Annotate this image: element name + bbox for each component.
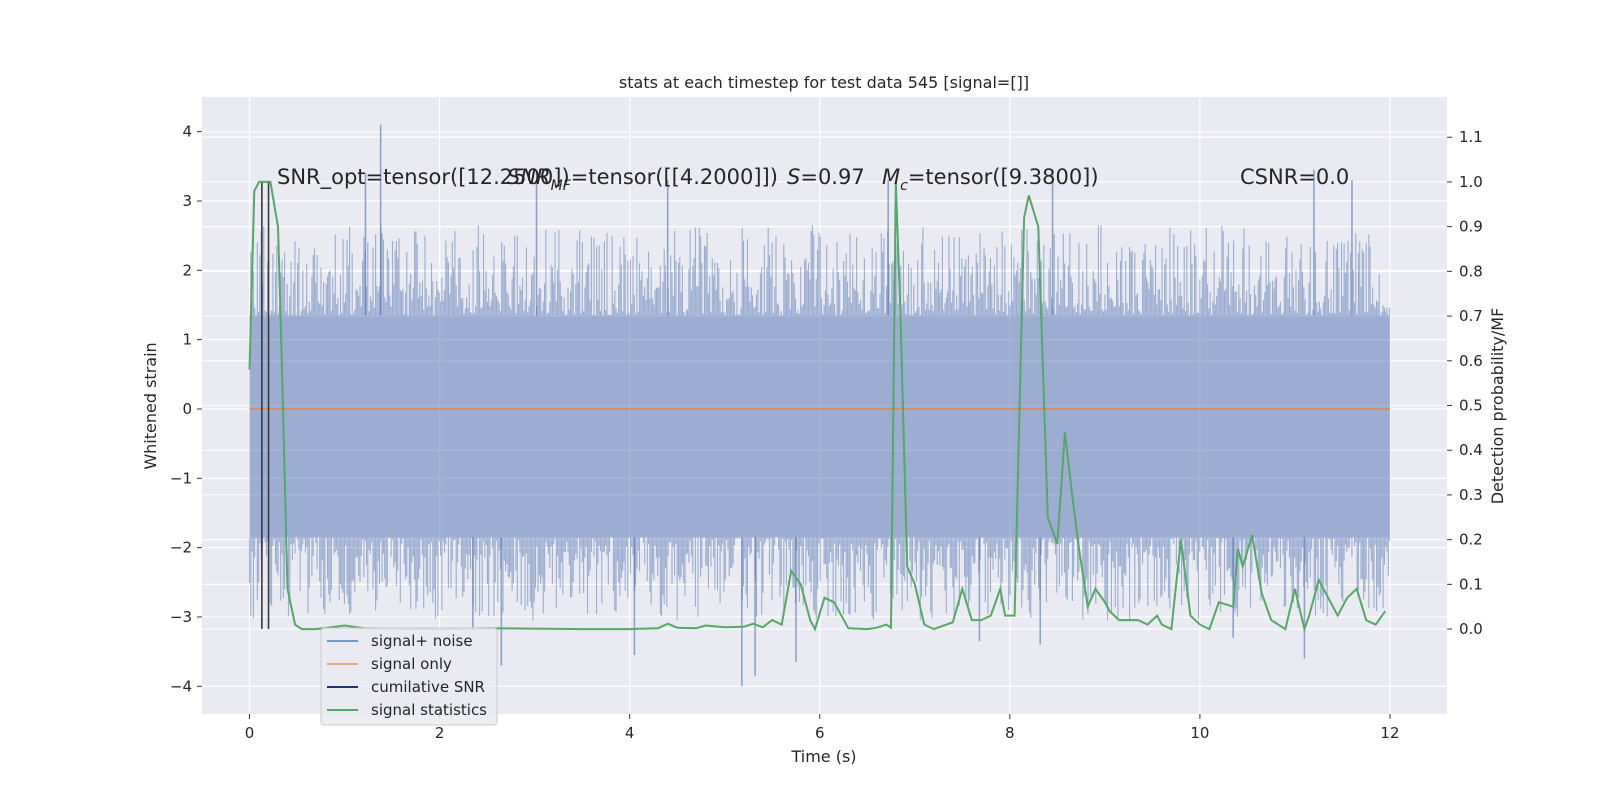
x-tick-label: 10 [1190, 724, 1209, 742]
y2-tick-label: 1.0 [1459, 173, 1483, 191]
x-tick-label: 2 [435, 724, 445, 742]
legend-label-signal-only: signal only [371, 655, 452, 673]
legend-label-cumulative-snr: cumilative SNR [371, 678, 485, 696]
legend-label-signal-noise: signal+ noise [371, 632, 473, 650]
annotation-snr-mf: SNRMF=tensor([[4.2000]]) [507, 165, 778, 194]
y2-tick-label: 0.8 [1459, 262, 1483, 280]
y-tick-label: −1 [170, 469, 192, 487]
x-tick-label: 4 [625, 724, 635, 742]
y-axis-ticks: −4 −3 −2 −1 0 1 2 3 4 [170, 123, 202, 695]
noise-band [249, 315, 1390, 538]
x-tick-label: 8 [1005, 724, 1015, 742]
y2-tick-label: 0.4 [1459, 441, 1483, 459]
y2-axis-label: Detection probability/MF [1488, 308, 1507, 505]
y2-tick-label: 0.2 [1459, 531, 1483, 549]
x-tick-label: 6 [815, 724, 825, 742]
y2-axis-ticks: 0.0 0.1 0.2 0.3 0.4 0.5 0.6 0.7 0.8 0.9 1.0 1.1 [1447, 128, 1483, 638]
y-tick-label: 4 [182, 123, 192, 141]
y-tick-label: −3 [170, 608, 192, 626]
legend: signal+ noise signal only cumilative SNR… [320, 627, 498, 726]
legend-label-signal-statistics: signal statistics [371, 701, 487, 719]
annotation-csnr: CSNR=0.0 [1240, 165, 1349, 189]
annotation-s: S=0.97 [787, 165, 865, 189]
y-axis-label: Whitened strain [141, 342, 160, 469]
y-tick-label: −4 [170, 677, 192, 695]
y2-tick-label: 0.9 [1459, 218, 1483, 236]
noise-upper-spikes [250, 225, 1391, 316]
x-axis-ticks: 0 2 4 6 8 10 12 [245, 714, 1400, 742]
y-tick-label: 2 [182, 261, 192, 279]
y-tick-label: 1 [182, 331, 192, 349]
legend-box [320, 627, 498, 726]
x-tick-label: 12 [1380, 724, 1399, 742]
vertical-markers [261, 181, 270, 630]
annotation-mc: Mc=tensor([9.3800]) [882, 165, 1099, 194]
x-tick-label: 0 [245, 724, 255, 742]
noise-lower-spikes [248, 537, 1391, 621]
signal-statistics-line [248, 180, 1387, 633]
y2-tick-label: 0.7 [1459, 307, 1483, 325]
y2-tick-label: 0.0 [1459, 620, 1483, 638]
y2-tick-label: 1.1 [1459, 128, 1483, 146]
y2-tick-label: 0.3 [1459, 486, 1483, 504]
y2-tick-label: 0.6 [1459, 352, 1483, 370]
annotation-snr-opt: SNR_opt=tensor([12.2500]) [277, 165, 570, 190]
y2-tick-label: 0.1 [1459, 575, 1483, 593]
chart-title: stats at each timestep for test data 545… [619, 73, 1029, 92]
y-tick-label: 3 [182, 192, 192, 210]
signal-statistics-series [248, 180, 1387, 633]
annotations: SNR_opt=tensor([12.2500]) SNRMF=tensor([… [277, 165, 1349, 194]
y-tick-label: −2 [170, 539, 192, 557]
x-axis-label: Time (s) [790, 747, 856, 766]
y-tick-label: 0 [182, 400, 192, 418]
signal-noise-series [248, 124, 1391, 687]
y2-tick-label: 0.5 [1459, 397, 1483, 415]
